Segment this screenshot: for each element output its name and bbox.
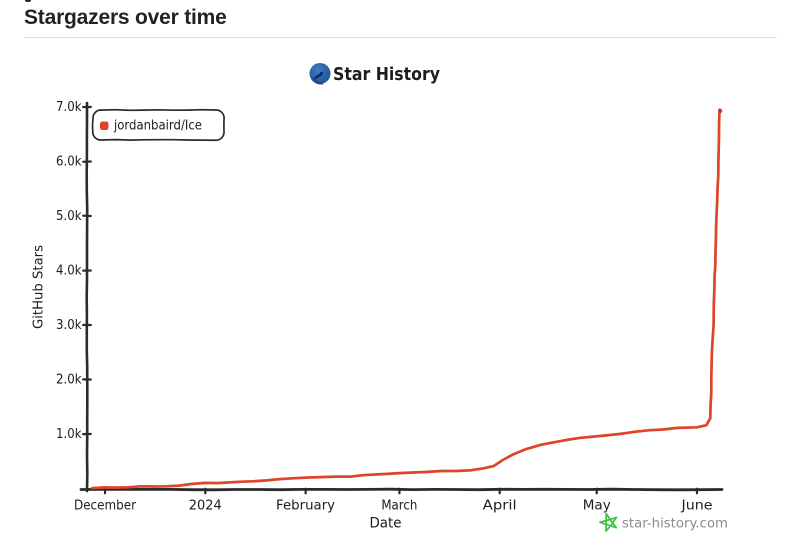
chart-watermark: star-history.com (599, 512, 728, 532)
legend-marker (100, 121, 109, 130)
chart-canvas: Star History jordanbaird/Ice 1.0k 2.0k 3.0… (32, 63, 728, 532)
y-tick-label: 7.0k (56, 100, 82, 115)
series-end-cap (718, 108, 723, 114)
x-tick-label: 2024 (189, 499, 222, 514)
x-tick-label: December (74, 499, 137, 514)
legend-box (91, 108, 225, 142)
x-tick-label: April (483, 499, 517, 514)
series-layer (90, 108, 723, 490)
x-axis-title: Date (370, 516, 402, 532)
y-tick-label: 5.0k (56, 209, 82, 224)
x-tick-label: February (276, 499, 335, 514)
chart-legend: jordanbaird/Ice (91, 108, 225, 142)
y-tick-label: 6.0k (56, 155, 82, 170)
star-history-logo-icon (309, 63, 331, 85)
y-axis-line (85, 101, 89, 493)
series-line-jordanbaird-ice (90, 108, 721, 490)
green-star-icon (599, 512, 618, 532)
x-tick-label: May (583, 499, 611, 514)
chart-title: Star History (333, 64, 440, 85)
star-history-chart[interactable]: Star History jordanbaird/Ice 1.0k 2.0k 3.0… (0, 39, 800, 558)
x-tick-label: June (680, 499, 712, 514)
y-tick-label: 4.0k (56, 264, 82, 279)
y-tick-label: 2.0k (56, 373, 82, 388)
legend-label: jordanbaird/Ice (113, 118, 202, 134)
y-tick-label: 3.0k (56, 318, 82, 333)
x-axis-line (79, 487, 724, 492)
y-tick-label: 1.0k (56, 427, 82, 442)
x-tick-label: March (381, 499, 417, 514)
axes-layer: 1.0k 2.0k 3.0k 4.0k 5.0k 6.0k 7.0k December 2024… (56, 100, 724, 514)
y-axis-title: GitHub Stars (32, 245, 47, 329)
chart-title-group: Star History (309, 63, 440, 85)
watermark-text: star-history.com (622, 516, 728, 532)
clipped-content-remnant (25, 0, 31, 2)
page-title: Stargazers over time (24, 6, 227, 29)
readme-section-header: Stargazers over time (24, 4, 777, 39)
